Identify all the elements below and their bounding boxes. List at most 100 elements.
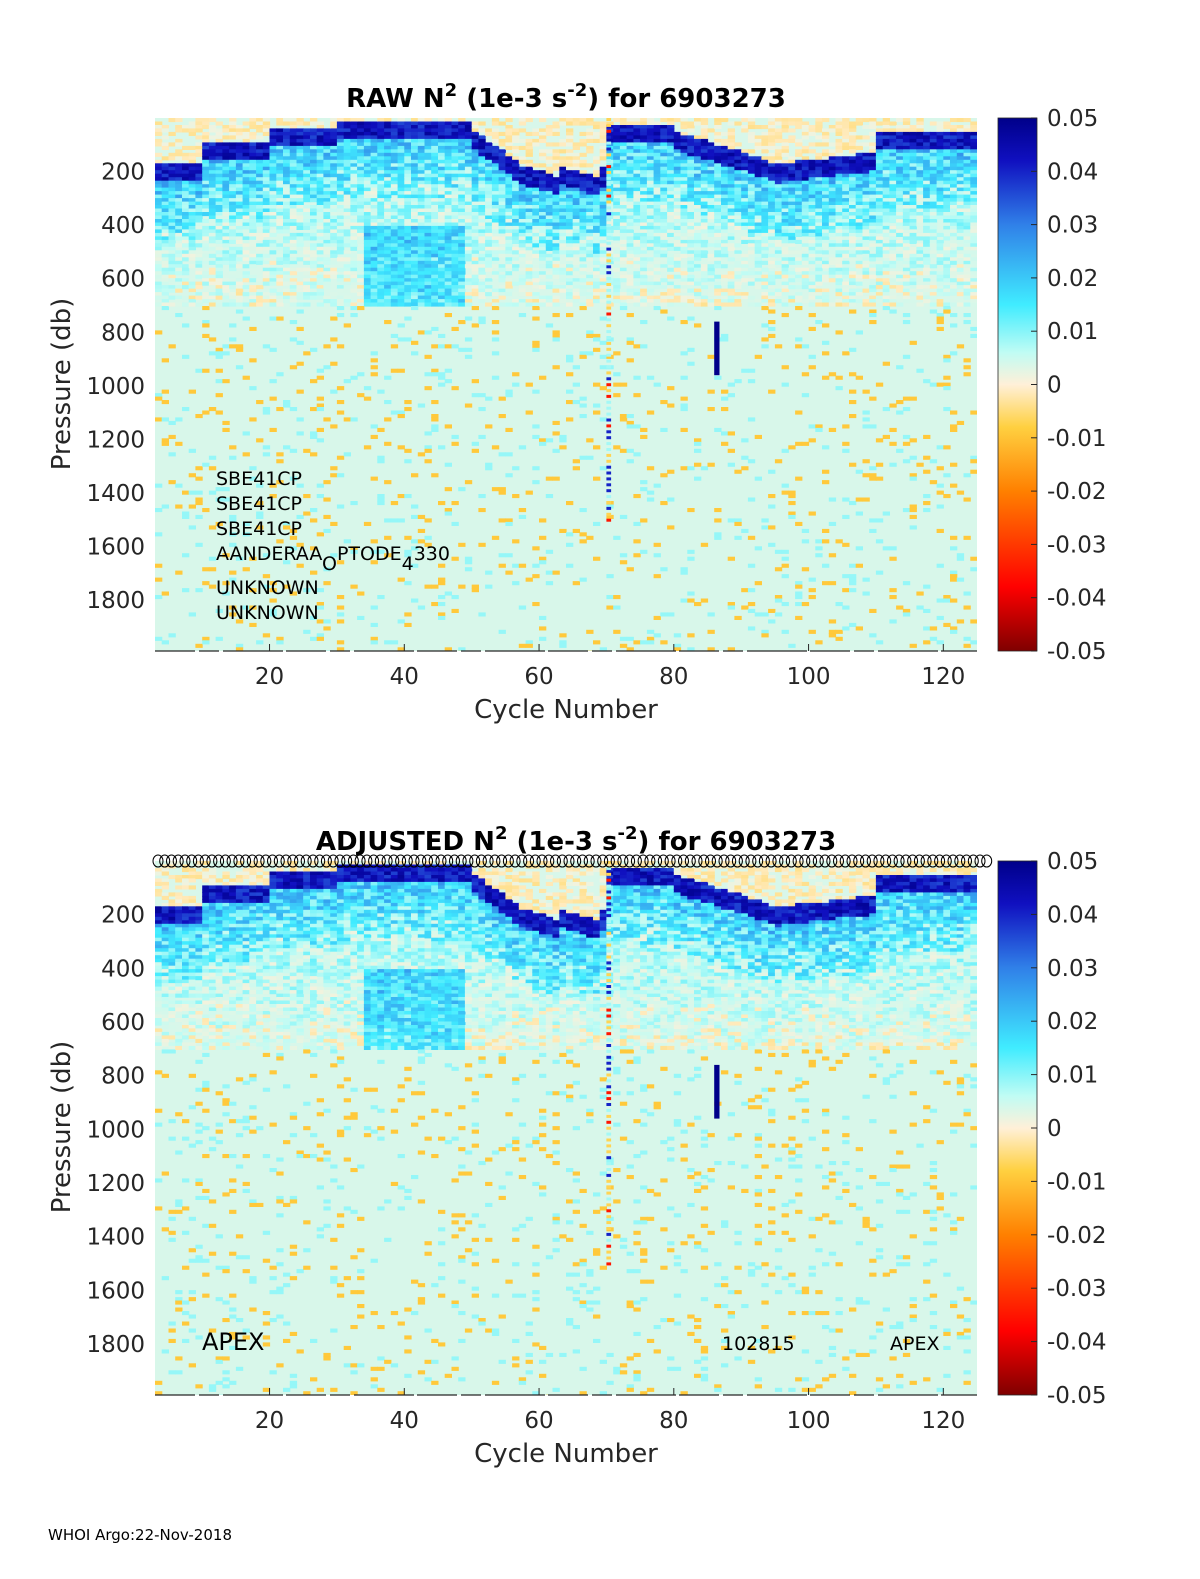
heatmap-cell [687, 198, 695, 203]
heatmap-cell [188, 473, 196, 478]
heatmap-cell [370, 177, 378, 182]
heatmap-cell [680, 567, 688, 572]
heatmap-cell [316, 438, 324, 443]
heatmap-cell [235, 219, 244, 224]
heatmap-cell [606, 292, 614, 297]
heatmap-cell [289, 267, 298, 272]
heatmap-cell [336, 232, 345, 237]
heatmap-cell [256, 253, 264, 258]
heatmap-cell [485, 229, 493, 234]
heatmap-cell [182, 170, 190, 175]
heatmap-cell [343, 125, 351, 130]
heatmap-cell [175, 180, 183, 185]
heatmap-cell [539, 250, 547, 255]
heatmap-cell [202, 212, 210, 217]
heatmap-cell [377, 595, 385, 600]
heatmap-cell [215, 274, 223, 279]
heatmap-cell [734, 253, 742, 258]
heatmap-cell [545, 184, 554, 189]
heatmap-cell [626, 135, 634, 140]
heatmap-cell [404, 222, 412, 227]
heatmap-cell [215, 128, 223, 133]
heatmap-cell [330, 201, 338, 206]
heatmap-cell [424, 295, 432, 300]
heatmap-cell [168, 201, 176, 206]
heatmap-cell [532, 229, 540, 234]
heatmap-cell [485, 584, 493, 589]
heatmap-cell [707, 271, 715, 276]
heatmap-cell [222, 222, 230, 227]
heatmap-cell [404, 156, 412, 161]
heatmap-cell [323, 201, 331, 206]
heatmap-cell [303, 232, 311, 237]
heatmap-cell [276, 166, 284, 171]
heatmap-cell [276, 236, 284, 241]
heatmap-cell [485, 302, 493, 307]
heatmap-cell [586, 135, 594, 140]
heatmap-cell [579, 212, 587, 217]
heatmap-cell [417, 145, 426, 150]
heatmap-cell [269, 347, 277, 352]
heatmap-cell [390, 145, 399, 150]
heatmap-cell [613, 299, 621, 304]
heatmap-cell [518, 643, 527, 648]
heatmap-cell [390, 201, 399, 206]
heatmap-cell [276, 131, 284, 136]
heatmap-cell [727, 215, 735, 220]
heatmap-cell [303, 152, 311, 157]
heatmap-cell [566, 156, 574, 161]
heatmap-cell [721, 201, 729, 206]
heatmap-cell [498, 225, 506, 230]
heatmap-cell [707, 201, 715, 206]
heatmap-cell [464, 403, 473, 408]
heatmap-cell [505, 208, 513, 213]
heatmap-cell [471, 142, 479, 147]
heatmap-cell [512, 173, 520, 178]
heatmap-cell [619, 201, 628, 206]
heatmap-cell [673, 135, 682, 140]
heatmap-cell [640, 243, 648, 248]
heatmap-cell [478, 191, 486, 196]
heatmap-cell [478, 170, 486, 175]
heatmap-cell [491, 337, 500, 342]
heatmap-cell [161, 208, 169, 213]
heatmap-cell [390, 285, 399, 290]
heatmap-cell [559, 274, 567, 279]
heatmap-cell [640, 292, 648, 297]
heatmap-cell [161, 180, 169, 185]
heatmap-cell [336, 302, 345, 307]
heatmap-cell [370, 215, 378, 220]
heatmap-cell [269, 156, 277, 161]
heatmap-cell [363, 250, 372, 255]
heatmap-cell [404, 131, 412, 136]
heatmap-cell [721, 159, 729, 164]
heatmap-cell [316, 605, 324, 610]
heatmap-cell [303, 288, 311, 293]
heatmap-cell [202, 281, 210, 286]
heatmap-cell [350, 225, 358, 230]
heatmap-cell [478, 145, 486, 150]
heatmap-cell [222, 198, 230, 203]
heatmap-cell [336, 177, 345, 182]
heatmap-cell [464, 173, 473, 178]
heatmap-cell [721, 243, 729, 248]
heatmap-cell [559, 208, 567, 213]
heatmap-cell [727, 142, 735, 147]
heatmap-cell [202, 333, 210, 338]
heatmap-cell [350, 232, 358, 237]
heatmap-cell [700, 267, 709, 272]
heatmap-cell [175, 215, 183, 220]
heatmap-cell [235, 288, 244, 293]
heatmap-cell [552, 448, 560, 453]
heatmap-cell [377, 173, 385, 178]
heatmap-cell [404, 553, 412, 558]
heatmap-cell [471, 180, 479, 185]
heatmap-cell [175, 222, 183, 227]
heatmap-cell [168, 278, 176, 283]
heatmap-cell [370, 138, 378, 143]
heatmap-cell [613, 170, 621, 175]
heatmap-cell [606, 201, 614, 206]
heatmap-cell [518, 145, 527, 150]
heatmap-cell [593, 201, 601, 206]
heatmap-cell [593, 232, 601, 237]
